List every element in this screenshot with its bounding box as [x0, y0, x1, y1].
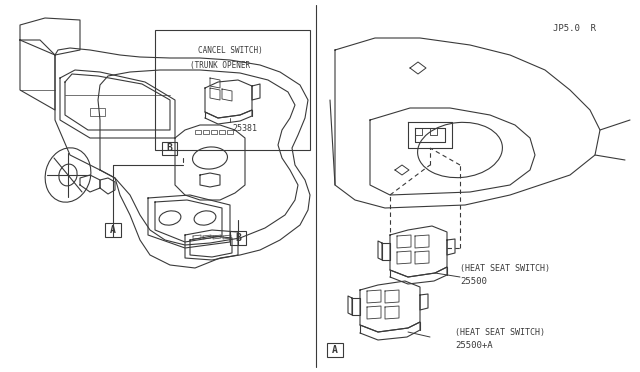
Bar: [203, 130, 209, 134]
Text: (TRUNK OPENER: (TRUNK OPENER: [190, 61, 250, 70]
Text: CANCEL SWITCH): CANCEL SWITCH): [198, 45, 262, 55]
Bar: [195, 130, 201, 134]
Bar: [162, 142, 177, 155]
Text: JP5.0  R: JP5.0 R: [554, 23, 596, 32]
Text: B: B: [166, 143, 172, 153]
Text: A: A: [110, 225, 116, 235]
Bar: [90, 108, 105, 116]
Bar: [155, 30, 310, 150]
Text: (HEAT SEAT SWITCH): (HEAT SEAT SWITCH): [455, 327, 545, 337]
Text: B: B: [235, 233, 241, 243]
Text: 25500+A: 25500+A: [455, 340, 493, 350]
Bar: [227, 130, 233, 134]
Bar: [327, 343, 343, 357]
Bar: [211, 130, 217, 134]
Text: 25381: 25381: [232, 124, 257, 132]
Text: 25500: 25500: [460, 278, 487, 286]
Bar: [230, 231, 246, 245]
Text: A: A: [332, 345, 338, 355]
Text: (HEAT SEAT SWITCH): (HEAT SEAT SWITCH): [460, 264, 550, 273]
Bar: [105, 223, 121, 237]
Bar: [219, 130, 225, 134]
